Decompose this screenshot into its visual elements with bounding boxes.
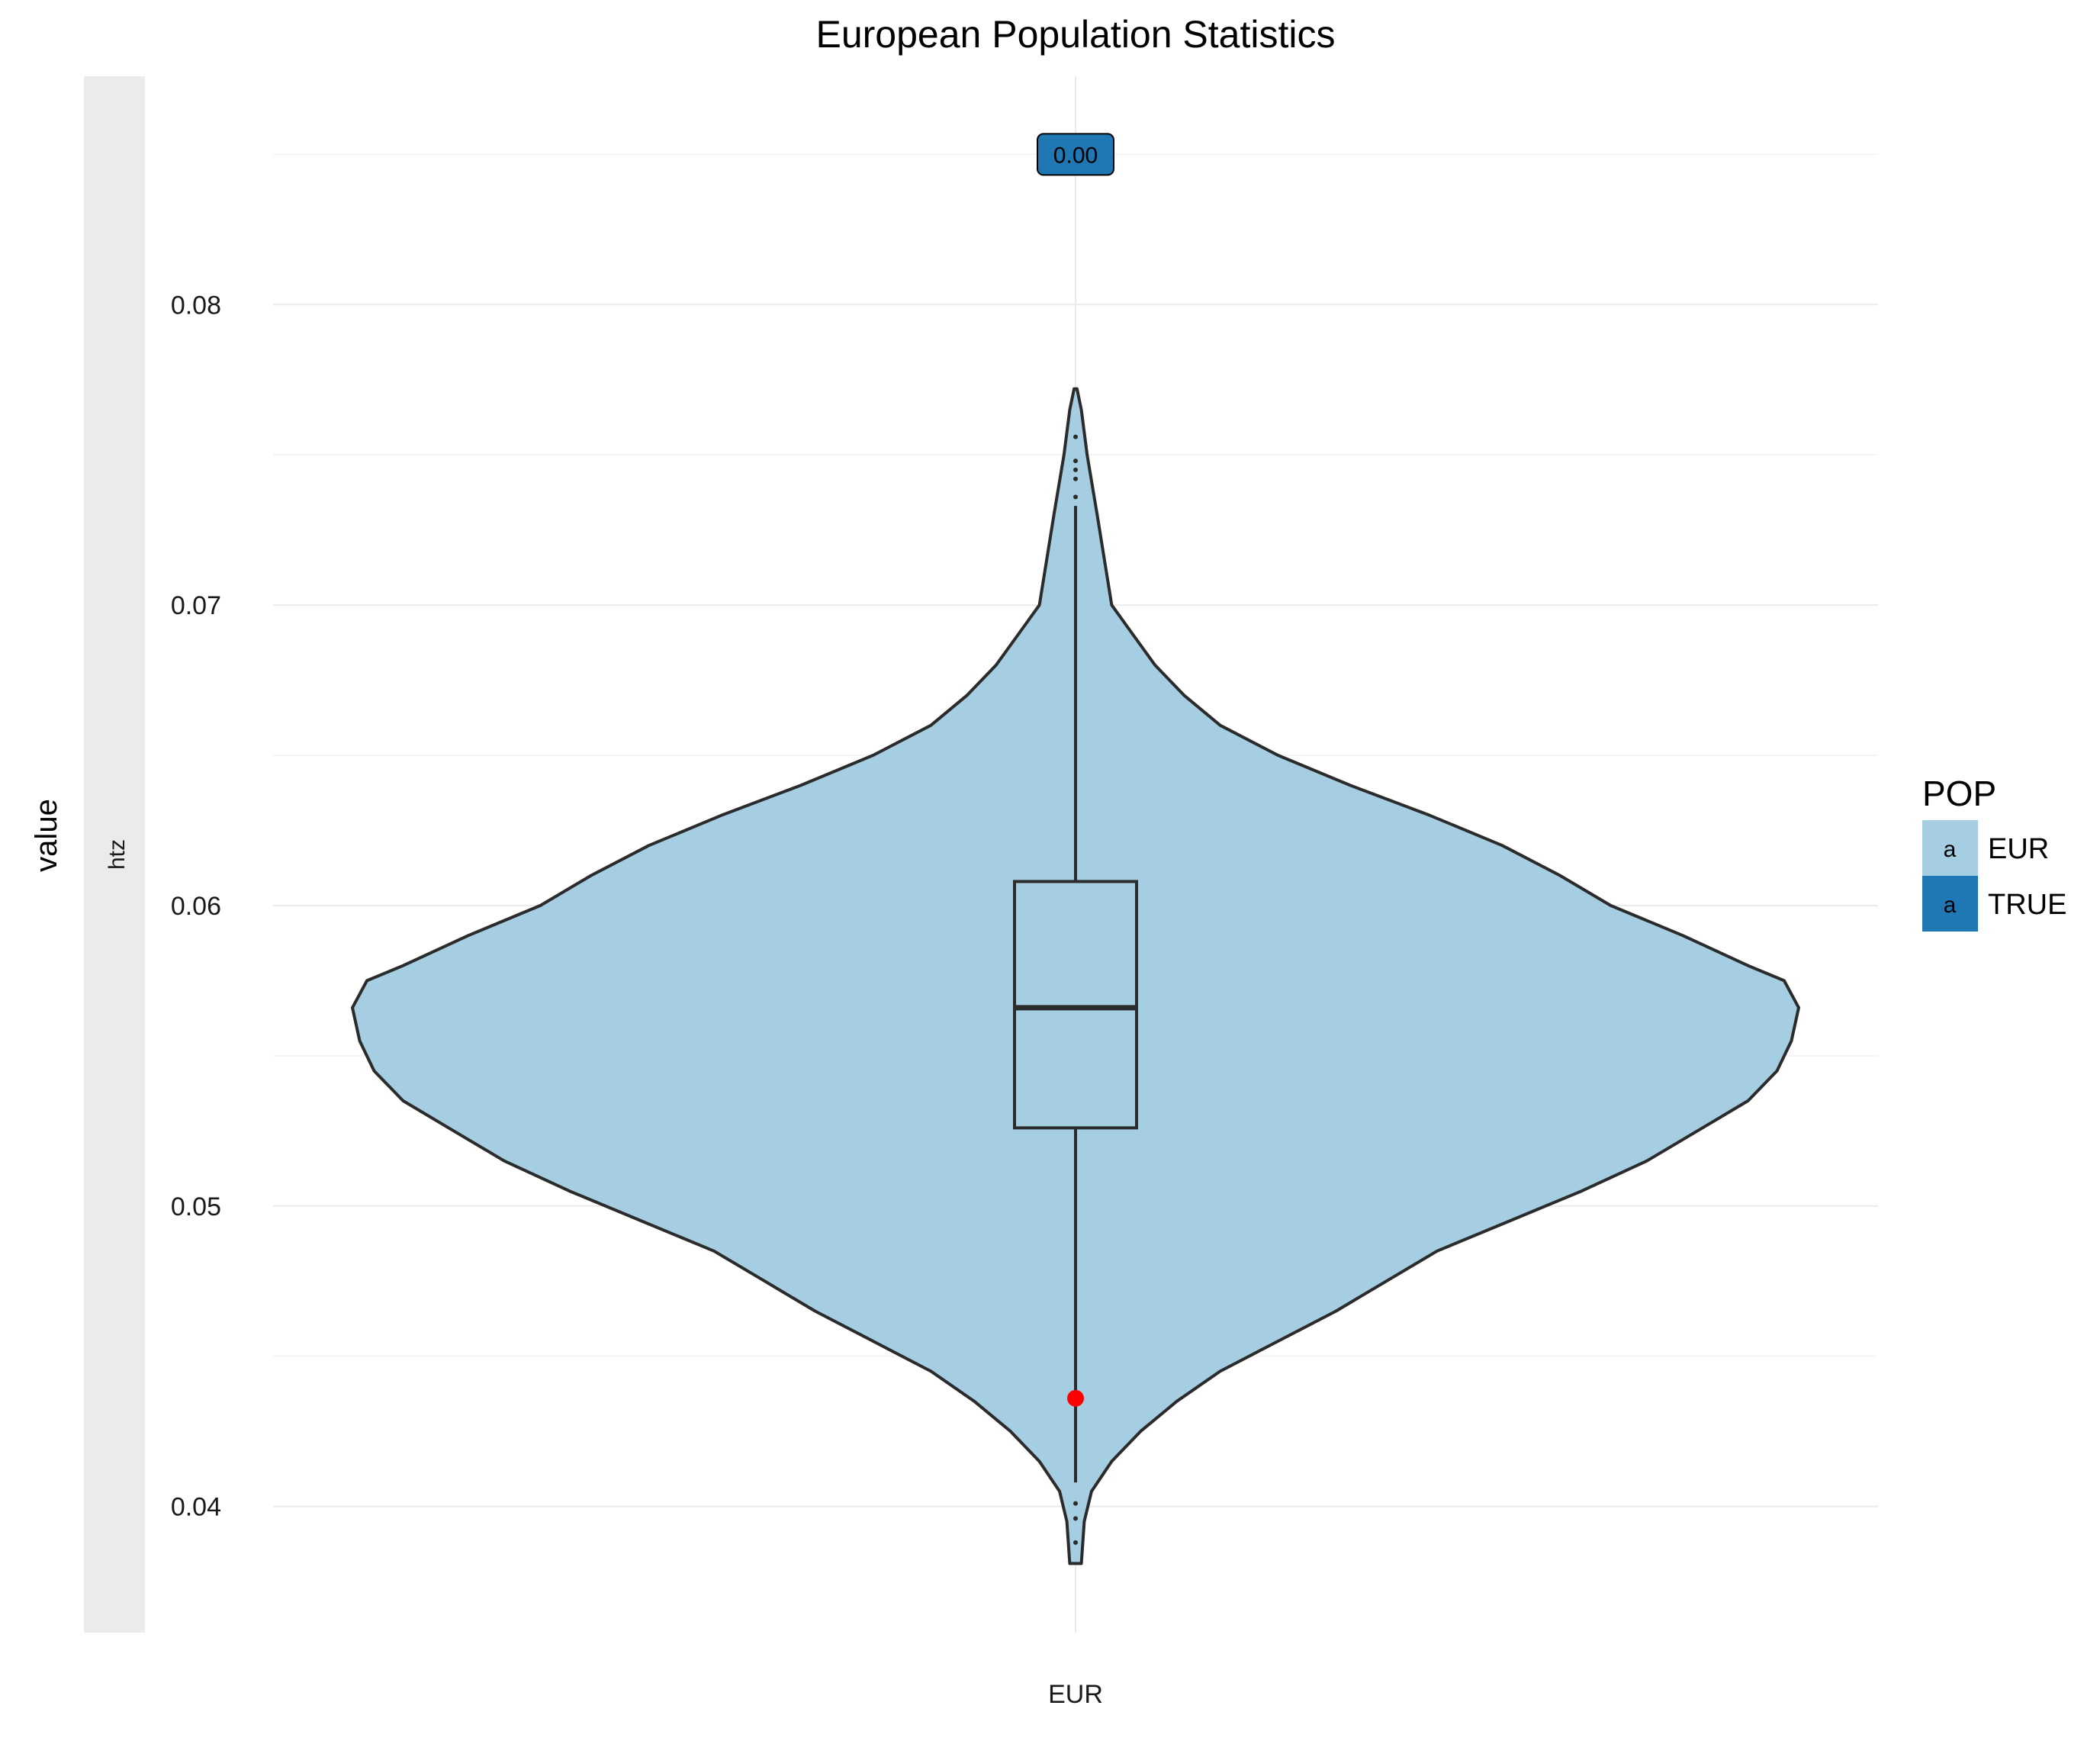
facet-strip-label: htz [105,839,130,870]
annotation-box [1037,133,1114,176]
outlier-point [1073,1516,1078,1521]
y-tick-label: 0.08 [171,291,221,320]
outlier-point [1073,434,1078,439]
y-axis-label: value [30,799,63,872]
y-axis-ticks: 0.04 0.05 0.06 0.07 0.08 [171,291,221,1521]
legend-label: EUR [1988,833,2049,865]
outlier-point [1073,459,1078,464]
legend-label: TRUE [1988,889,2066,921]
legend-key-glyph: a [1944,893,1957,918]
annotation-label: 0.00 [1053,143,1098,168]
x-tick-label: EUR [1048,1680,1103,1709]
outlier-point [1073,1501,1078,1506]
legend-items: a EUR a TRUE [1922,820,2066,932]
legend-key [1922,820,1978,876]
boxplot-layer [1013,434,1138,1545]
legend-key [1922,876,1978,932]
x-axis-ticks: EUR [1048,1680,1103,1709]
chart-title: European Population Statistics [816,13,1336,56]
legend-title: POP [1922,774,1996,813]
legend: POP a EUR a TRUE [1922,774,2066,932]
highlight-point [1067,1389,1084,1407]
outlier-point [1073,1540,1078,1545]
y-tick-label: 0.05 [171,1192,221,1221]
legend-key-glyph: a [1944,837,1957,862]
outlier-point [1073,467,1078,472]
y-tick-label: 0.04 [171,1493,221,1522]
facet-strip [84,76,145,1633]
y-tick-label: 0.06 [171,892,221,921]
annotation-layer: 0.00 [1037,133,1114,176]
box-iqr [1013,880,1138,1130]
outlier-point [1073,494,1078,500]
y-tick-label: 0.07 [171,591,221,620]
outlier-point [1073,476,1078,481]
